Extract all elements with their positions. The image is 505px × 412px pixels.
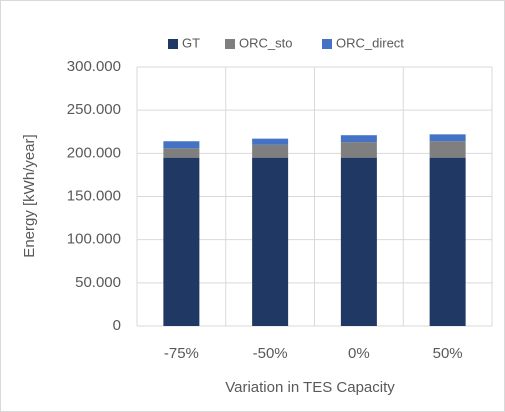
x-tick-label: 50%	[433, 345, 463, 362]
y-tick-label: 300.000	[67, 58, 121, 75]
bar-segment	[429, 157, 466, 326]
bar-segment	[340, 157, 377, 326]
legend-label: ORC_direct	[336, 35, 404, 50]
y-tick-label: 50.000	[75, 274, 121, 291]
bar-segment	[252, 144, 289, 158]
bar-segment	[340, 142, 377, 158]
bar-segment	[252, 138, 289, 145]
bar-segment	[429, 141, 466, 158]
bar-segment	[163, 157, 200, 326]
y-tick-label: 200.000	[67, 144, 121, 161]
y-axis-title: Energy [kWh/year]	[21, 134, 38, 257]
legend-label: ORC_sto	[239, 35, 292, 50]
bar-segment	[163, 148, 200, 158]
y-tick-label: 100.000	[67, 231, 121, 248]
bar-segment	[252, 157, 289, 326]
bar-segment	[340, 135, 377, 143]
x-tick-label: 0%	[348, 345, 370, 362]
x-tick-label: -75%	[164, 345, 199, 362]
legend-swatch	[225, 39, 235, 49]
x-axis-title: Variation in TES Capacity	[225, 379, 395, 396]
x-tick-label: -50%	[253, 345, 288, 362]
legend-swatch	[322, 39, 332, 49]
y-tick-label: 0	[113, 317, 121, 334]
y-tick-label: 150.000	[67, 187, 121, 204]
y-tick-label: 250.000	[67, 101, 121, 118]
legend-swatch	[168, 39, 178, 49]
bar-segment	[429, 134, 466, 142]
legend-label: GT	[182, 35, 200, 50]
bar-segment	[163, 141, 200, 149]
